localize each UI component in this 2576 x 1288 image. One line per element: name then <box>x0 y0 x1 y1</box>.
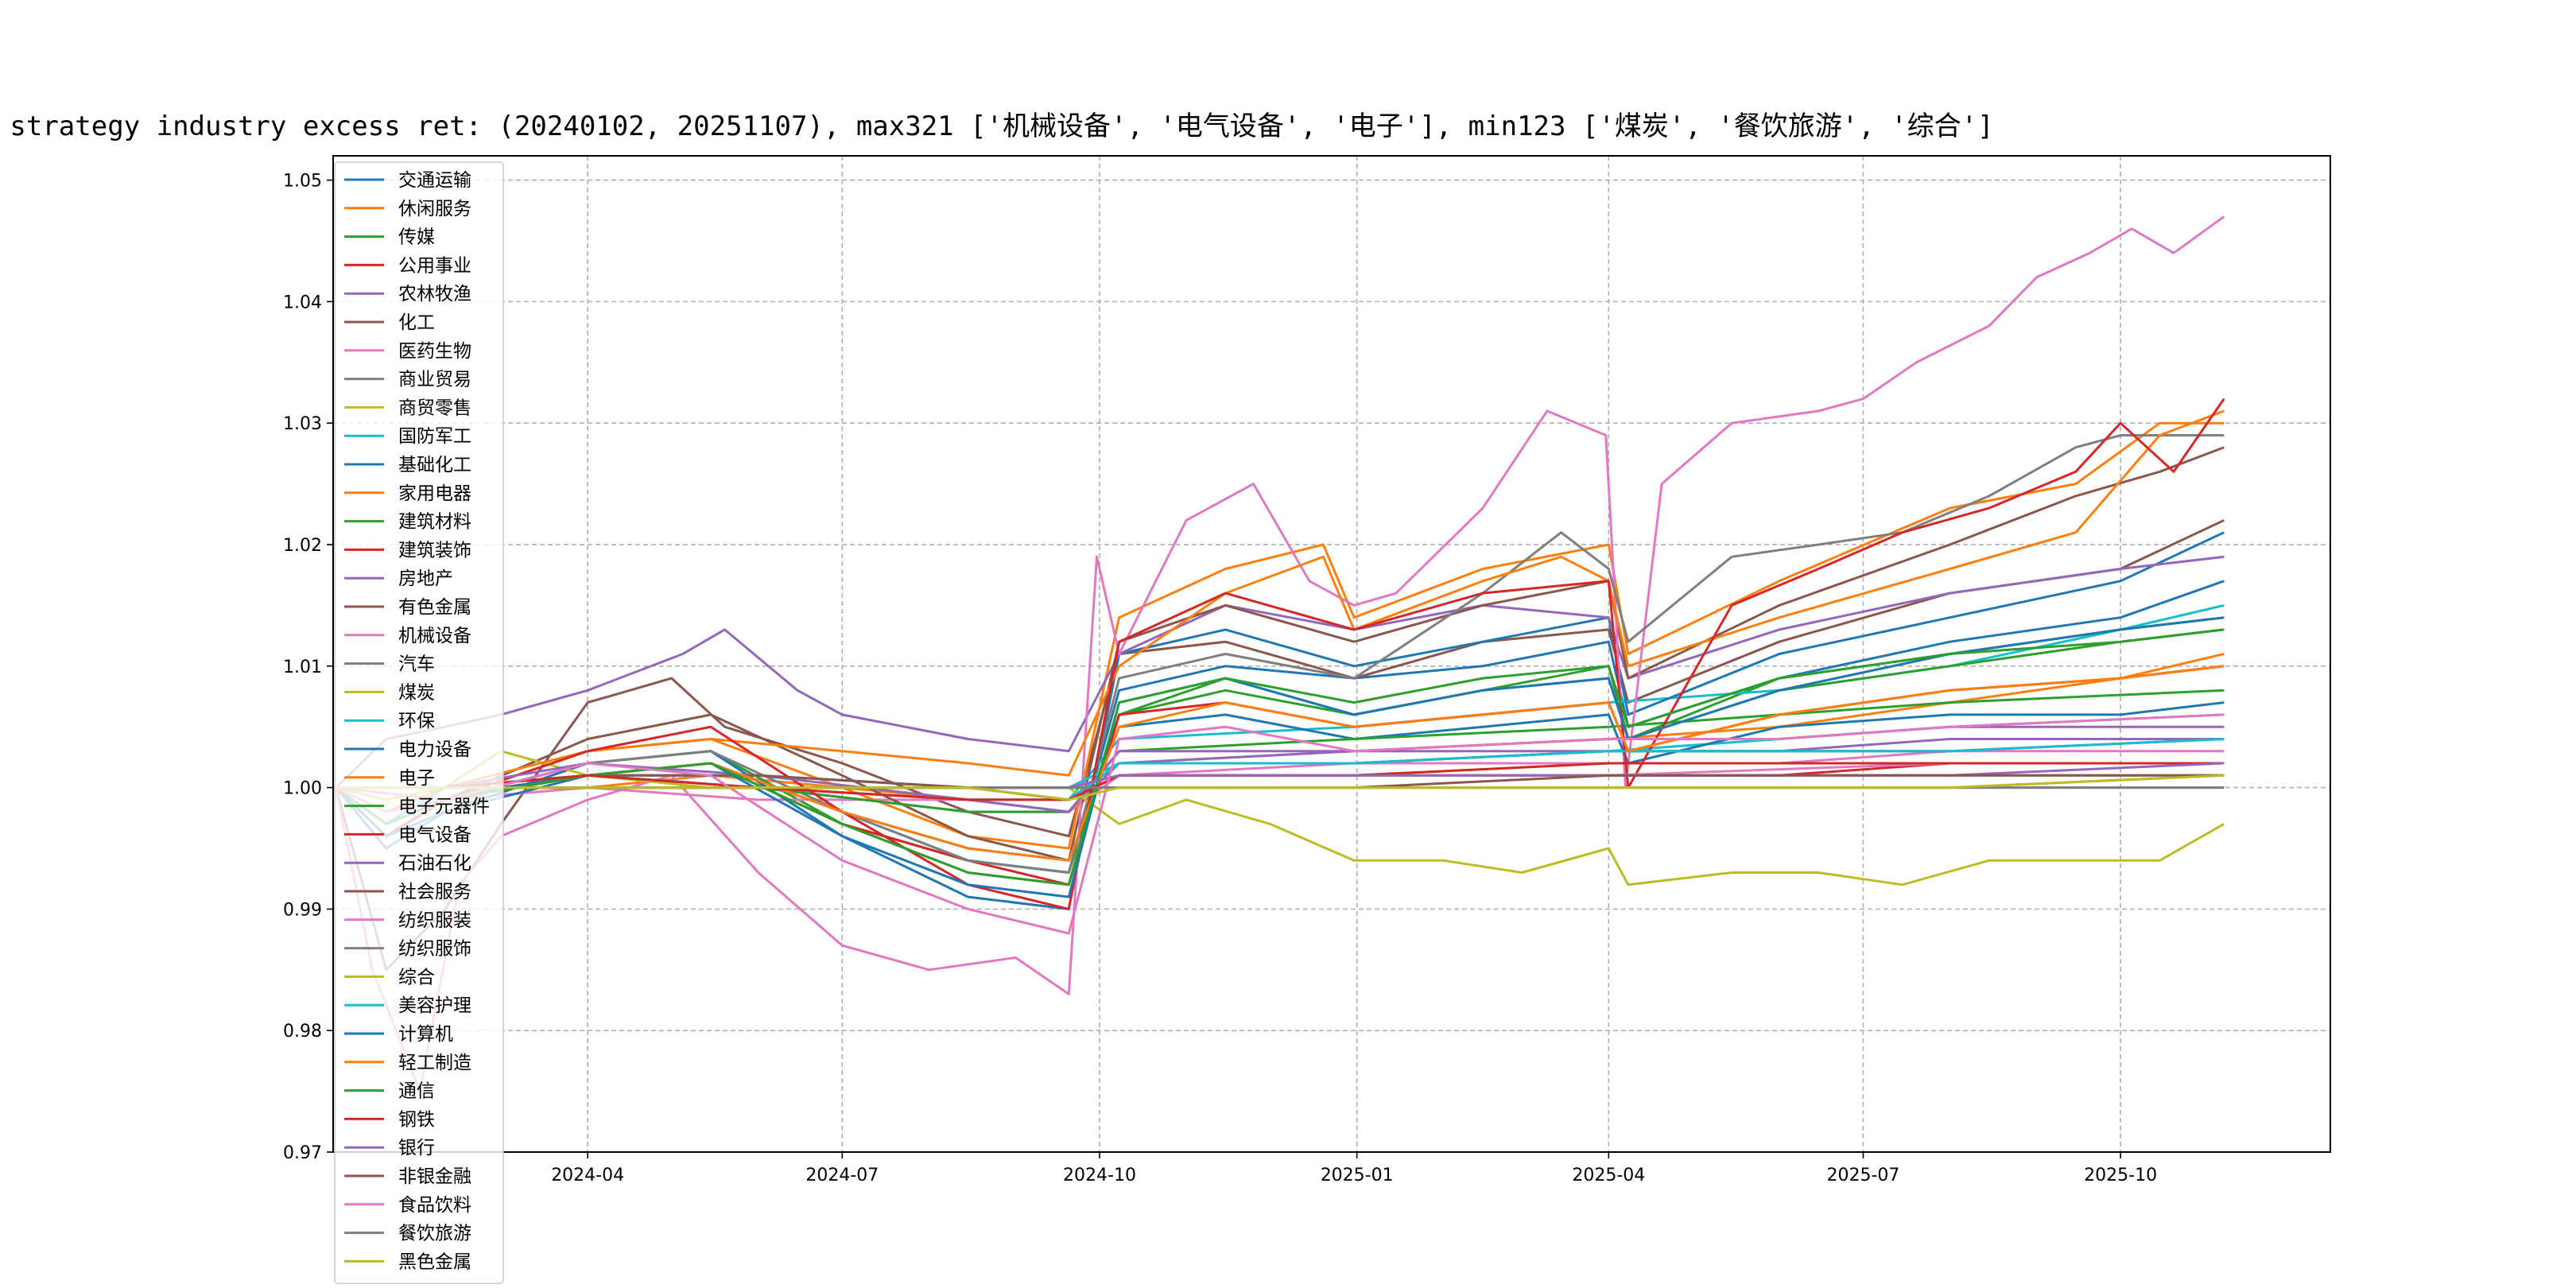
legend-label: 汽车 <box>398 654 435 675</box>
y-tick-label: 1.03 <box>283 414 322 434</box>
legend-label: 计算机 <box>398 1024 453 1045</box>
y-tick-label: 1.00 <box>283 779 322 799</box>
legend-label: 餐饮旅游 <box>398 1224 471 1244</box>
legend-label: 轻工制造 <box>398 1053 471 1073</box>
legend-label: 通信 <box>398 1081 435 1102</box>
y-tick-label: 1.05 <box>283 172 322 192</box>
legend-label: 商贸零售 <box>398 398 471 418</box>
x-tick-label: 2024-07 <box>805 1166 879 1185</box>
chart-title: strategy industry excess ret: (20240102,… <box>10 111 1993 142</box>
legend-label: 家用电器 <box>398 483 471 504</box>
legend-label: 商业贸易 <box>398 370 471 390</box>
legend-label: 化工 <box>398 312 435 333</box>
legend-label: 综合 <box>398 967 435 987</box>
y-tick-label: 0.99 <box>283 900 322 920</box>
legend-label: 纺织服饰 <box>398 939 471 960</box>
legend-label: 传媒 <box>398 227 435 248</box>
legend-label: 电力设备 <box>398 739 471 760</box>
legend-label: 电子 <box>398 768 435 789</box>
legend-label: 医药生物 <box>398 341 471 362</box>
x-tick-label: 2024-10 <box>1063 1166 1136 1185</box>
legend-label: 银行 <box>398 1138 435 1158</box>
legend-label: 石油石化 <box>398 853 471 874</box>
legend-label: 电气设备 <box>398 824 471 845</box>
y-tick-label: 1.02 <box>283 536 322 556</box>
legend-label: 煤炭 <box>398 682 435 703</box>
legend-label: 基础化工 <box>398 455 471 475</box>
legend-label: 黑色金属 <box>398 1251 471 1272</box>
legend-label: 农林牧渔 <box>398 284 471 305</box>
legend-label: 美容护理 <box>398 995 471 1016</box>
legend-label: 非银金融 <box>398 1166 471 1187</box>
x-tick-label: 2025-01 <box>1321 1166 1394 1185</box>
legend-label: 机械设备 <box>398 626 471 646</box>
legend: 交通运输休闲服务传媒公用事业农林牧渔化工医药生物商业贸易商贸零售国防军工基础化工… <box>335 162 503 1283</box>
legend-label: 纺织服装 <box>398 910 471 931</box>
legend-label: 房地产 <box>398 568 453 589</box>
y-tick-label: 1.04 <box>283 293 322 312</box>
legend-label: 钢铁 <box>398 1109 435 1130</box>
legend-label: 建筑材料 <box>398 512 471 533</box>
y-tick-label: 0.97 <box>283 1143 322 1163</box>
legend-label: 交通运输 <box>398 170 471 191</box>
legend-label: 食品饮料 <box>398 1195 471 1216</box>
legend-label: 建筑装饰 <box>398 540 471 561</box>
x-tick-label: 2025-07 <box>1826 1166 1899 1185</box>
legend-label: 休闲服务 <box>398 199 471 219</box>
y-tick-label: 1.01 <box>283 658 322 677</box>
x-tick-label: 2025-10 <box>2084 1166 2157 1185</box>
legend-label: 国防军工 <box>398 426 471 447</box>
legend-label: 公用事业 <box>398 255 471 276</box>
legend-label: 环保 <box>398 711 435 731</box>
legend-label: 电子元器件 <box>398 797 490 817</box>
x-tick-label: 2025-04 <box>1572 1166 1645 1185</box>
legend-label: 社会服务 <box>398 882 471 902</box>
x-tick-label: 2024-04 <box>551 1166 624 1185</box>
legend-label: 有色金属 <box>398 597 471 618</box>
y-tick-label: 0.98 <box>283 1022 322 1042</box>
